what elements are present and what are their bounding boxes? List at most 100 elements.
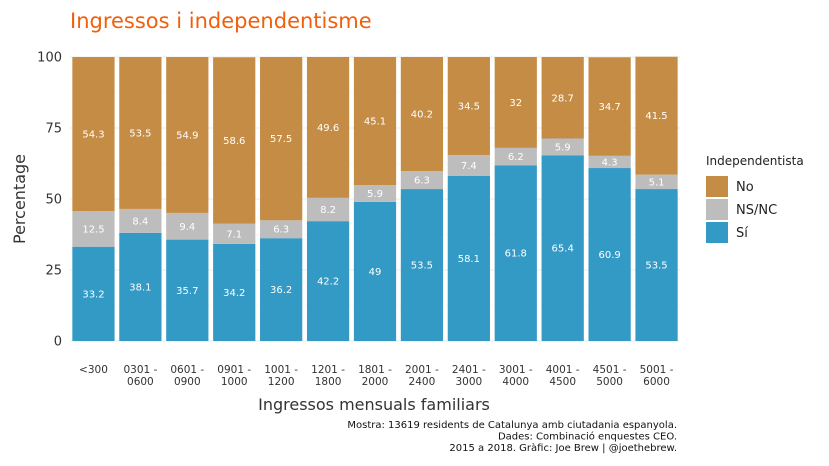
y-tick-label: 75 [45, 122, 62, 137]
bar-value-label: 5.9 [555, 142, 571, 153]
bar-value-label: 8.2 [320, 205, 336, 216]
x-tick-label: 0601 -0900 [170, 364, 204, 388]
bar-segment-no [306, 57, 350, 198]
bar-value-label: 58.6 [223, 136, 245, 147]
bar-value-label: 58.1 [458, 254, 480, 265]
bar-segment-no [447, 57, 490, 155]
legend-swatch [706, 199, 728, 220]
y-tick-label: 50 [45, 193, 62, 208]
bar-segment-s- [72, 246, 115, 341]
bar-value-label: 33.2 [82, 289, 104, 300]
bar-segment-s- [541, 155, 584, 341]
bar-segment-ns-nc [353, 185, 397, 202]
x-tick-label: 4001 -4500 [546, 364, 580, 388]
bar-segment-no [494, 57, 537, 148]
x-tick-label: 5001 -6000 [640, 364, 674, 388]
x-tick-label: 2001 -2400 [405, 364, 439, 388]
bar-segment-ns-nc [588, 155, 631, 169]
bar-segment-no [166, 57, 209, 213]
caption-line: 2015 a 2018. Gràfic: Joe Brew | @joetheb… [449, 442, 677, 454]
bar-segment-s- [260, 238, 303, 341]
bar-value-label: 54.9 [176, 130, 198, 141]
bar-value-label: 28.7 [552, 93, 574, 104]
bar-value-label: 8.4 [132, 216, 148, 227]
legend: Independentista No NS/NC Sí [706, 154, 804, 243]
bar-segment-ns-nc [635, 174, 678, 190]
bar-segment-s- [635, 189, 678, 341]
bar-value-label: 36.2 [270, 285, 292, 296]
bar-segment-no [541, 57, 584, 139]
bar-value-label: 49 [369, 267, 382, 278]
bar-segment-no [260, 57, 303, 221]
bar-value-label: 12.5 [82, 224, 104, 235]
bar-value-label: 34.7 [598, 102, 620, 113]
bar-value-label: 5.9 [367, 189, 383, 200]
x-tick-label: <300 [79, 364, 108, 376]
bar-segment-ns-nc [119, 208, 162, 233]
y-tick-label: 25 [45, 264, 62, 279]
bar-segment-ns-nc [541, 138, 584, 156]
y-tick-label: 0 [54, 335, 62, 350]
bar-segment-ns-nc [72, 211, 115, 247]
bar-value-label: 53.5 [411, 261, 433, 272]
bar-value-label: 61.8 [505, 249, 527, 260]
bar-segment-ns-nc [260, 220, 303, 239]
bar-segment-s- [166, 239, 209, 341]
bar-segment-s- [213, 243, 256, 341]
x-tick-label: 1801 -2000 [358, 364, 392, 388]
x-tick-label: 0901 -1000 [217, 364, 251, 388]
legend-swatch [706, 222, 728, 243]
bar-segment-s- [353, 201, 397, 341]
bar-value-label: 38.1 [129, 282, 151, 293]
bar-value-label: 49.6 [317, 123, 339, 134]
legend-label: Sí [736, 226, 748, 241]
bar-segment-no [635, 56, 678, 175]
bar-value-label: 4.3 [602, 157, 618, 168]
bar-value-label: 34.2 [223, 288, 245, 299]
bar-value-label: 6.3 [414, 176, 430, 187]
bar-segment-ns-nc [306, 197, 350, 222]
bar-segment-s- [306, 221, 350, 341]
y-tick-label: 100 [37, 51, 62, 66]
bar-segment-no [119, 57, 162, 209]
bar-segment-no [72, 57, 115, 212]
caption-line: Dades: Combinació enquestes CEO. [498, 431, 677, 443]
legend-title: Independentista [706, 154, 804, 168]
legend-swatch [706, 176, 728, 197]
bar-segment-ns-nc [400, 171, 444, 190]
caption: Mostra: 13619 residents de Catalunya amb… [347, 420, 677, 454]
bar-value-label: 7.1 [226, 229, 242, 240]
bar-value-label: 6.2 [508, 152, 524, 163]
bar-segment-ns-nc [213, 223, 256, 244]
caption-line: Mostra: 13619 residents de Catalunya amb… [347, 420, 677, 431]
x-tick-label: 3001 -4000 [499, 364, 533, 388]
bars: 33.2 12.5 54.3 38.1 8.4 53.5 35.7 9.4 54.9 34.2 7.… [72, 56, 678, 341]
bar-value-label: 7.4 [461, 161, 477, 172]
bar-segment-s- [119, 232, 162, 341]
bar-value-label: 60.9 [598, 250, 620, 261]
bar-value-label: 41.5 [645, 111, 667, 122]
bar-value-label: 9.4 [179, 222, 195, 233]
x-axis: <300 0301 -0600 0601 -0900 0901 -1000 1001 -… [79, 364, 674, 388]
x-tick-label: 2401 -3000 [452, 364, 486, 388]
bar-segment-no [353, 57, 397, 186]
bar-value-label: 53.5 [645, 261, 667, 272]
bar-value-label: 65.4 [552, 244, 574, 255]
legend-label: NS/NC [736, 203, 777, 218]
y-axis: 0 25 50 75 100 [37, 51, 62, 350]
bar-value-label: 34.5 [458, 101, 480, 112]
bar-segment-ns-nc [447, 154, 490, 176]
x-tick-label: 0301 -0600 [123, 364, 157, 388]
x-tick-label: 1201 -1800 [311, 364, 345, 388]
bar-segment-s- [494, 165, 537, 341]
bar-segment-ns-nc [166, 212, 209, 240]
bar-segment-no [213, 57, 256, 224]
bar-value-label: 54.3 [82, 130, 104, 141]
bar-segment-ns-nc [494, 147, 537, 166]
bar-segment-s- [400, 189, 444, 341]
bar-value-label: 57.5 [270, 134, 292, 145]
x-axis-title: Ingressos mensuals familiars [258, 395, 490, 414]
bar-segment-s- [447, 175, 490, 341]
legend-label: No [736, 180, 754, 195]
